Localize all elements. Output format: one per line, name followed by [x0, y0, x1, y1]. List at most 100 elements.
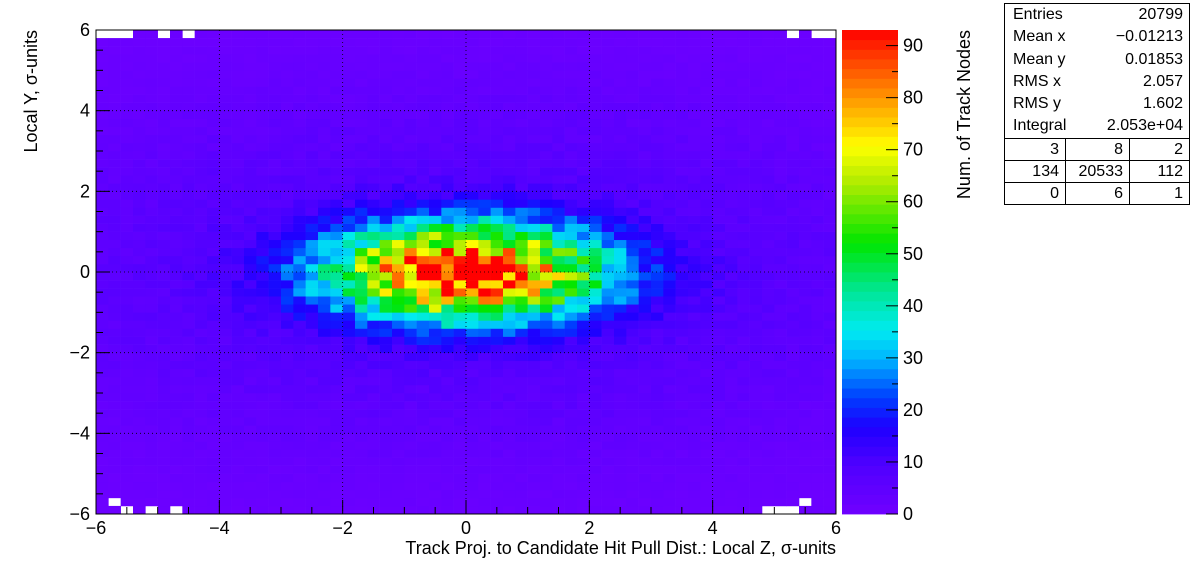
heatmap-cell [762, 336, 775, 345]
heatmap-cell [330, 320, 343, 329]
heatmap-cell [244, 352, 257, 362]
heatmap-cell [651, 70, 664, 79]
heatmap-cell [256, 151, 269, 160]
color-bar-step [842, 194, 898, 205]
heatmap-cell [626, 110, 639, 120]
heatmap-cell [799, 54, 812, 63]
heatmap-cell [170, 126, 183, 136]
heatmap-cell [564, 46, 578, 55]
heatmap-cell [651, 118, 664, 128]
heatmap-cell [392, 247, 405, 257]
heatmap-cell [577, 263, 590, 273]
heatmap-cell [577, 183, 590, 192]
heatmap-cell [663, 183, 676, 192]
heatmap-cell [490, 223, 504, 232]
heatmap-cell [811, 368, 824, 378]
heatmap-cell [281, 344, 294, 353]
heatmap-cell [700, 320, 713, 329]
heatmap-cell [157, 473, 171, 483]
heatmap-cell [490, 94, 504, 103]
heatmap-cell [564, 296, 578, 305]
heatmap-cell [145, 142, 158, 152]
heatmap-cell [231, 134, 245, 144]
heatmap-cell [774, 425, 787, 434]
heatmap-cell [281, 183, 294, 192]
heatmap-cell [712, 481, 726, 491]
heatmap-cell [651, 94, 664, 103]
heatmap-cell [355, 110, 368, 120]
heatmap-cell [133, 46, 146, 55]
heatmap-cell [305, 199, 319, 208]
heatmap-cell [688, 433, 701, 442]
heatmap-cell [601, 409, 615, 418]
heatmap-cell [527, 304, 541, 313]
z-tick-label: 50 [903, 244, 923, 264]
stats-rmsy-row: RMS y 1.602 [1005, 93, 1189, 115]
heatmap-cell [194, 126, 208, 136]
heatmap-cell [281, 78, 294, 87]
heatmap-cell [342, 54, 356, 63]
heatmap-cell [182, 118, 195, 128]
heatmap-cell [404, 151, 417, 160]
heatmap-cell [638, 102, 652, 111]
heatmap-cell [490, 352, 504, 362]
heatmap-cell [404, 118, 417, 128]
heatmap-cell [527, 425, 541, 434]
heatmap-cell [244, 175, 257, 184]
heatmap-cell [478, 376, 491, 386]
heatmap-cell [330, 425, 343, 434]
heatmap-cell [441, 320, 454, 329]
color-bar-step [842, 465, 898, 476]
heatmap-cell [651, 167, 664, 176]
heatmap-cell [293, 159, 306, 168]
heatmap-cell [786, 247, 800, 257]
heatmap-cell [145, 401, 158, 410]
heatmap-cell [219, 505, 232, 515]
heatmap-cell [429, 312, 442, 321]
color-bar-step [842, 320, 898, 331]
heatmap-cell [737, 175, 750, 184]
heatmap-cell [182, 457, 195, 466]
heatmap-cell [268, 255, 282, 265]
heatmap-cell [626, 473, 639, 483]
heatmap-cell [503, 159, 516, 168]
heatmap-cell [256, 247, 269, 257]
heatmap-cell [614, 352, 627, 362]
heatmap-cell [120, 223, 134, 232]
heatmap-cell [379, 255, 393, 265]
heatmap-cell [725, 312, 738, 321]
heatmap-cell [799, 393, 812, 402]
heatmap-cell [96, 481, 109, 491]
heatmap-cell [614, 239, 627, 249]
heatmap-cell [799, 78, 812, 87]
heatmap-cell [355, 78, 368, 87]
heatmap-cell [712, 110, 726, 120]
heatmap-cell [700, 393, 713, 402]
heatmap-cell [342, 417, 356, 426]
heatmap-cell [626, 368, 639, 378]
heatmap-cell [231, 255, 245, 265]
heatmap-cell [688, 360, 701, 370]
heatmap-cell [256, 368, 269, 378]
heatmap-cell [663, 272, 676, 281]
heatmap-cell [700, 255, 713, 265]
heatmap-cell [540, 151, 553, 160]
heatmap-cell [614, 449, 627, 458]
heatmap-cell [256, 102, 269, 111]
heatmap-cell [478, 263, 491, 273]
heatmap-cell [256, 255, 269, 265]
overflow-cell: 0 [1050, 184, 1059, 202]
heatmap-cell [441, 263, 454, 273]
heatmap-cell [552, 288, 565, 297]
heatmap-cell [823, 231, 837, 241]
heatmap-cell [577, 239, 590, 249]
heatmap-cell [601, 70, 615, 79]
heatmap-cell [392, 449, 405, 458]
heatmap-cell [342, 70, 356, 79]
heatmap-cell [700, 167, 713, 176]
color-bar-step [842, 368, 898, 379]
heatmap-cell [466, 393, 479, 402]
heatmap-cell [441, 102, 454, 111]
heatmap-cell [281, 159, 294, 168]
heatmap-cell [157, 199, 171, 208]
